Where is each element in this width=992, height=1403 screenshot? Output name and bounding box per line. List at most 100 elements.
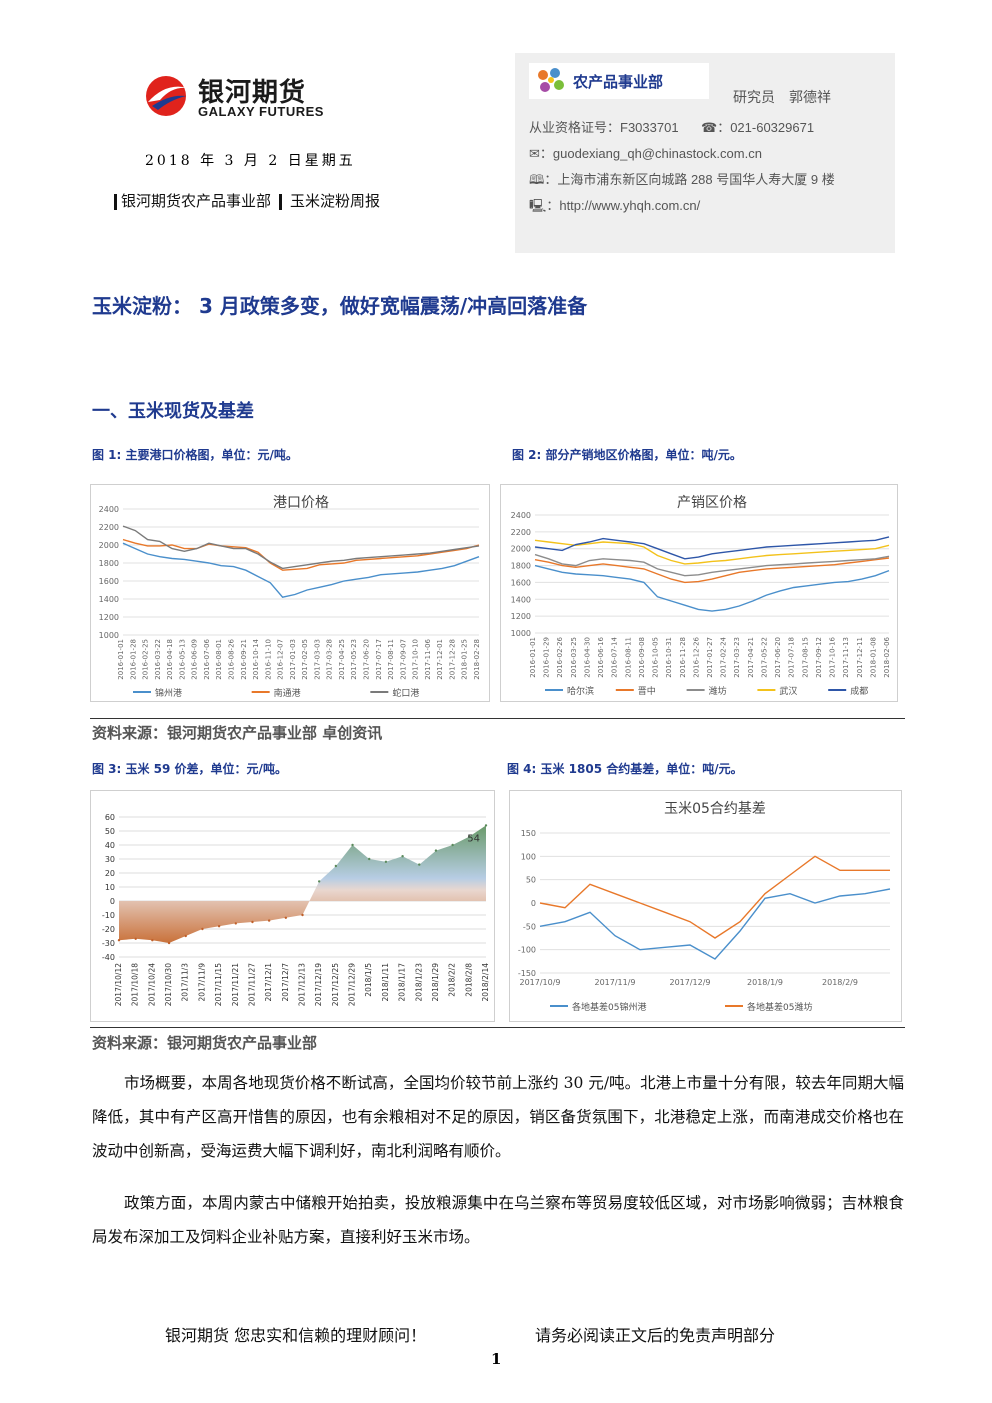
x-tick-label: 2016-09-21 [240,639,248,680]
x-tick-label: 2018-01-08 [869,637,877,678]
spread-point [151,939,154,942]
x-tick-label: 2017-12-01 [436,639,444,680]
report-date: 2018 年 3 月 2 日星期五 [145,153,356,169]
x-tick-label: 2016-01-01 [529,637,537,678]
x-tick-label: 2018/1/23 [414,963,423,1002]
series-line [122,525,480,570]
x-tick-label: 2016-02-26 [556,636,564,677]
x-tick-label: 2016-05-13 [178,639,186,680]
website-link[interactable]: 🖳：http://www.yhqh.com.cn/ [529,198,701,213]
x-tick-label: 2017-11-06 [424,638,432,679]
spread-point [334,864,338,868]
chart-spread-59-svg: -40 -30 -20 -10 0 10 20 30 40 50 60 54 2017/10/12 201… [102,813,490,1006]
x-tick-label: 2017-11-13 [842,637,850,678]
x-tick-label: 2016-06-16 [597,636,605,677]
spread-point [351,843,354,847]
fig4-caption: 图 4: 玉米 1805 合约基差，单位：吨/元。 [507,762,743,776]
x-tick-label: 2017-08-11 [387,639,395,680]
x-tick-label: 2017-06-20 [774,637,782,678]
x-tick-label: 2017/11/15 [214,963,223,1006]
fig2-caption: 图 2: 部分产销地区价格图，单位：吨/元。 [512,448,742,462]
spread-point [117,939,121,942]
x-tick-label: 2016-08-11 [624,637,632,678]
chart-title: 产销区价格 [677,495,747,511]
y-tick-label: 1200 [511,612,531,621]
y-tick-label: 40 [105,841,115,850]
x-tick-label: 2017-12-11 [856,637,864,678]
x-tick-label: 2017/10/12 [114,963,123,1006]
y-tick-label: 2400 [99,505,119,514]
spread-point [201,927,204,931]
y-tick-label: -100 [518,946,536,955]
source-note-2: 资料来源：银河期货农产品事业部 [92,1034,318,1052]
x-tick-label: 2017-09-12 [815,637,823,678]
y-tick-label: 2000 [511,545,531,554]
y-tick-label: 1600 [511,578,531,587]
x-tick-label: 2016-12-26 [692,636,700,677]
spread-point [184,934,187,938]
legend-label: 南通港 [274,687,301,699]
series-line [534,564,890,612]
y-tick-label: 50 [105,827,115,836]
email-address[interactable]: ✉：guodexiang_qh@chinastock.com.cn [529,146,762,161]
x-tick-label: 2017-02-24 [720,636,728,677]
x-tick-label: 2018/1/29 [431,963,440,1002]
footer-slogan: 银河期货 您忠实和信赖的理财顾问！ [165,1326,427,1345]
legend-label: 锦州港 [155,687,182,699]
y-tick-label: 1000 [511,629,531,638]
series-line [534,539,890,565]
spread-point [451,843,454,847]
dept-badge: 农产品事业部 [529,63,709,99]
x-tick-label: 2017/10/24 [147,963,156,1006]
chart-basis-05: 玉米05合约基差 -150 -100 -50 0 50 100 150 2017/10/9 201… [509,790,902,1022]
spread-point [251,920,254,924]
x-tick-label: 2017/12/7 [281,963,290,1002]
x-tick-label: 2017-03-03 [313,639,321,680]
report-name: 玉米淀粉周报 [290,192,381,210]
x-tick-label: 2017/11/27 [247,963,256,1006]
y-tick-label: -20 [102,925,115,934]
divider-bar [279,193,283,210]
y-tick-label: 2200 [511,528,531,537]
x-tick-label: 2017-08-15 [801,637,809,678]
x-tick-label: 2017-07-18 [788,637,796,678]
x-tick-label: 2018/2/8 [464,963,473,997]
phone-number: ☎：021-60329671 [701,120,815,135]
x-tick-label: 2018/2/14 [481,963,490,1002]
x-tick-label: 2017-07-17 [375,639,383,680]
chart-basis-05-svg: 玉米05合约基差 -150 -100 -50 0 50 100 150 2017/10/9 201… [518,800,891,1013]
y-tick-label: 1600 [99,577,119,586]
x-tick-label: 2016-08-01 [215,639,223,680]
x-tick-label: 2016-06-09 [191,639,199,680]
dept-line: 银河期货农产品事业部 玉米淀粉周报 [110,190,380,211]
x-tick-label: 2017/11/21 [231,963,240,1006]
x-tick-label: 2016-09-08 [638,637,646,678]
spread-point [267,919,271,922]
x-tick-label: 2017-09-07 [399,639,407,680]
spread-point [484,824,488,827]
page-number: 1 [491,1350,502,1368]
y-tick-label: 2000 [99,541,119,550]
researcher-name: 研究员 郭德祥 [733,89,831,105]
chart-title: 港口价格 [273,495,329,511]
y-tick-label: 100 [521,852,536,861]
x-tick-label: 2017/12/29 [348,963,357,1006]
legend-label: 各地基差05潍坊 [747,1001,812,1013]
chart-region-prices: 产销区价格 1000 1200 1400 1600 1800 2000 2200 2400 201… [500,484,898,702]
logo-text-en: GALAXY FUTURES [198,104,324,119]
spread-point [468,835,471,838]
x-tick-label: 2018/1/5 [364,963,373,997]
series-line [122,542,480,598]
legend-label: 晋中 [638,685,656,697]
chart-spread-59: -40 -30 -20 -10 0 10 20 30 40 50 60 54 2017/10/12 201… [90,790,495,1022]
x-tick-label: 2016-01-29 [543,637,551,678]
paragraph-policy: 政策方面，本周内蒙古中储粮开始拍卖，投放粮源集中在乌兰察布等贸易度较低区域，对市… [92,1194,904,1246]
y-tick-label: 1400 [99,595,119,604]
x-tick-label: 2016-03-22 [154,639,162,680]
legend-label: 武汉 [779,685,797,697]
contact-box: 农产品事业部 研究员 郭德祥 从业资格证号：F3033701 ☎：021-603… [515,53,895,253]
y-tick-label: 2400 [511,511,531,520]
spread-point [317,880,321,883]
y-tick-label: 30 [105,855,115,864]
y-tick-label: 2200 [99,523,119,532]
